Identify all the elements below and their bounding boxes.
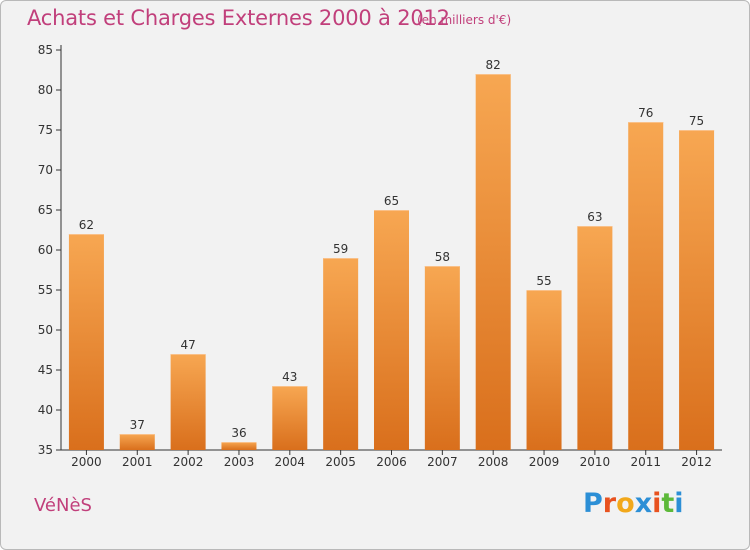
logo-letter: i	[652, 488, 662, 519]
bar-2002	[170, 354, 206, 450]
logo-letter: o	[616, 488, 635, 519]
x-tick-label: 2012	[681, 455, 712, 469]
logo-letter: t	[661, 488, 675, 519]
chart-unit: (en milliers d'€)	[417, 13, 512, 27]
x-tick-label: 2007	[427, 455, 458, 469]
y-tick-label: 80	[38, 83, 53, 97]
logo-letter: P	[583, 488, 603, 519]
y-tick-label: 70	[38, 163, 53, 177]
bar-2006	[374, 210, 409, 450]
bars	[68, 74, 715, 450]
y-tick-label: 65	[38, 203, 53, 217]
bar-2008	[475, 74, 511, 450]
x-tick-label: 2010	[580, 455, 611, 469]
y-tick-label: 35	[38, 443, 53, 457]
bar-2001	[119, 434, 155, 450]
bar-2003	[221, 442, 257, 450]
data-label: 59	[333, 242, 348, 256]
data-labels: 62 37 47 36 43 59 65 58 82 55 63 76 75	[79, 58, 704, 440]
data-label: 58	[435, 250, 450, 264]
data-label: 36	[231, 426, 246, 440]
bar-2000	[68, 234, 104, 450]
bar-2012	[679, 130, 715, 450]
y-tick-label: 45	[38, 363, 53, 377]
proxiti-logo: Proxiti	[583, 488, 684, 519]
x-tick-label: 2005	[325, 455, 356, 469]
x-tick-label: 2006	[376, 455, 407, 469]
data-label: 76	[638, 106, 653, 120]
bar-2011	[628, 122, 664, 450]
y-tick-label: 40	[38, 403, 53, 417]
y-tick-label: 55	[38, 283, 53, 297]
x-tick-label: 2011	[630, 455, 661, 469]
logo-letter: r	[602, 488, 617, 519]
bar-2005	[323, 258, 359, 450]
bar-2009	[526, 290, 562, 450]
chart-title: Achats et Charges Externes 2000 à 2012	[27, 6, 450, 30]
y-tick-label: 60	[38, 243, 53, 257]
bar-2004	[272, 386, 308, 450]
y-tick-label: 85	[38, 43, 53, 57]
commune-name: VéNèS	[34, 495, 92, 516]
data-label: 63	[587, 210, 602, 224]
x-tick-label: 2003	[224, 455, 255, 469]
data-label: 65	[384, 194, 399, 208]
data-label: 75	[689, 114, 704, 128]
x-tick-label: 2009	[529, 455, 560, 469]
data-label: 55	[536, 274, 551, 288]
logo-letter: i	[674, 488, 684, 519]
y-tick-label: 75	[38, 123, 53, 137]
data-label: 43	[282, 370, 297, 384]
data-label: 37	[130, 418, 145, 432]
data-label: 47	[180, 338, 195, 352]
bar-2010	[577, 226, 613, 450]
x-tick-label: 2001	[122, 455, 153, 469]
x-tick-label: 2002	[173, 455, 204, 469]
x-tick-label: 2004	[275, 455, 306, 469]
x-tick-label: 2008	[478, 455, 509, 469]
data-label: 82	[486, 58, 501, 72]
data-label: 62	[79, 218, 94, 232]
y-tick-label: 50	[38, 323, 53, 337]
bar-2007	[424, 266, 460, 450]
x-tick-label: 2000	[71, 455, 102, 469]
logo-letter: x	[634, 488, 653, 519]
